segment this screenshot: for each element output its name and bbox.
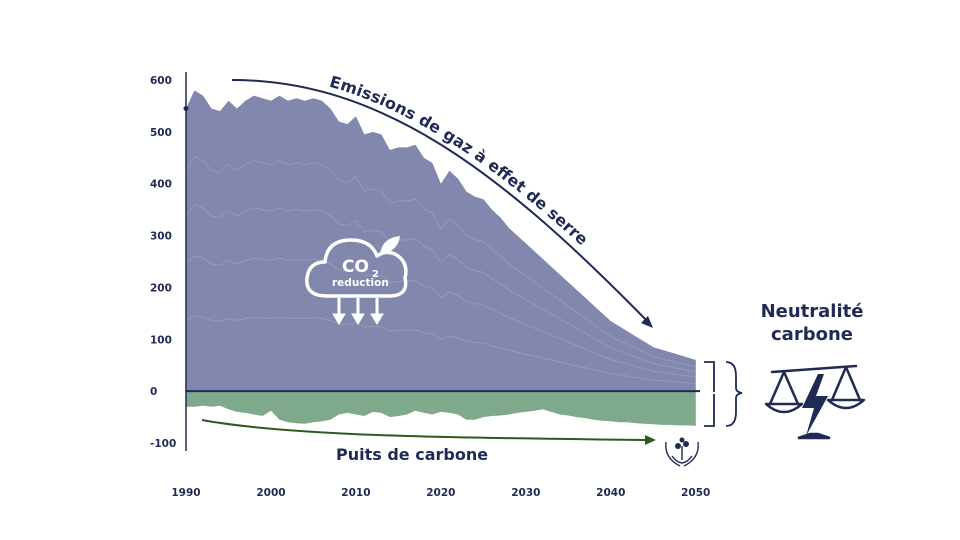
y-tick-labels: 600 500 400 300 200 100 0 -100 [150,75,176,450]
bracket-sinks [704,394,715,427]
axes [183,72,700,451]
emissions-arrow [231,79,651,325]
start-point [183,106,189,112]
leaf-icon [380,236,400,254]
hands-plant-icon [665,437,699,467]
x-tick-label: 2030 [511,487,540,499]
emissions-arrowhead [641,316,653,328]
y-tick-label: 0 [150,386,157,398]
area-streak [185,315,696,384]
x-tick-label: 2050 [681,487,710,499]
area-streak [185,255,696,378]
sinks-arrow [201,419,649,441]
neutrality-line-2: carbone [771,324,853,345]
co2-reduction-text: reduction [332,277,389,289]
y-tick-label: 200 [150,282,172,294]
y-tick-label: 100 [150,334,172,346]
co2-subscript: 2 [372,269,379,280]
x-tick-label: 2020 [426,487,455,499]
sinks-label: Puits de carbone [336,445,488,464]
x-tick-label: 1990 [171,487,200,499]
bracket-neutrality [725,361,743,427]
x-tick-label: 2040 [596,487,625,499]
emissions-area [186,90,696,392]
sinks-arrowhead [645,435,656,445]
x-tick-label: 2000 [256,487,285,499]
y-tick-label: 600 [150,75,172,87]
area-streak [185,155,696,368]
y-tick-label: 300 [150,231,172,243]
neutrality-label: Neutralité carbone [742,300,882,346]
neutrality-line-1: Neutralité [760,301,864,322]
x-tick-labels: 1990 2000 2010 2020 2030 2040 2050 [171,487,710,499]
down-arrow-icon [332,298,384,325]
y-tick-label: 400 [150,179,172,191]
balance-scale-icon [764,364,866,440]
x-tick-label: 2010 [341,487,370,499]
co2-text: CO [342,257,369,277]
cloud-icon: CO 2 reduction [305,238,408,298]
area-streak [185,204,696,373]
area-streaks [185,155,696,384]
y-tick-label: 500 [150,127,172,139]
sinks-annotation: Puits de carbone [201,419,656,464]
lightning-icon [802,374,828,436]
plot-areas [186,90,696,426]
bracket-emissions [704,361,715,392]
y-tick-label: -100 [150,438,176,450]
sinks-area [186,391,696,426]
